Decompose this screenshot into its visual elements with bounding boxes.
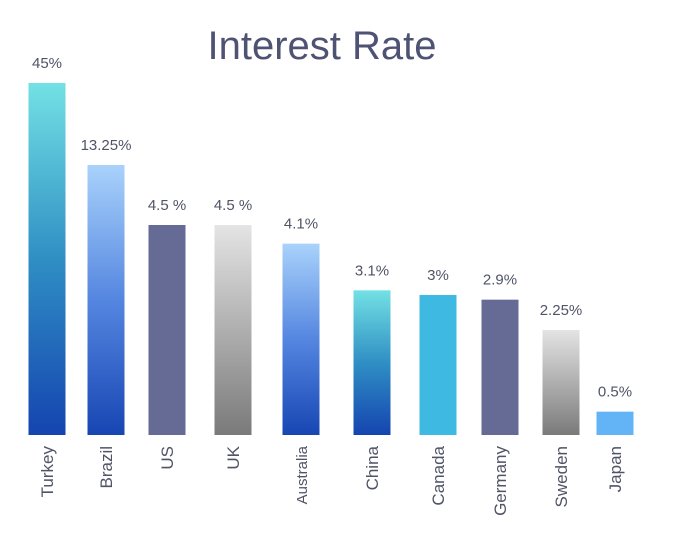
value-labels-group: 45% 13.25% 4.5 % 4.5 % 4.1% 3.1% 3% 2.9% 2.25% 0.… (32, 55, 632, 401)
bar-canada (419, 295, 457, 435)
category-label-uk: UK (224, 445, 243, 469)
bar-japan (596, 411, 634, 435)
value-label-sweden: 2.25% (540, 302, 583, 319)
value-label-us: 4.5 % (148, 197, 186, 214)
category-label-canada: Canada (429, 445, 448, 505)
bar-brazil (87, 165, 125, 435)
bar-china (353, 290, 391, 435)
bar-us (148, 225, 186, 435)
bar-uk (214, 225, 252, 435)
value-label-canada: 3% (427, 267, 449, 284)
category-label-turkey: Turkey (38, 446, 57, 498)
value-label-germany: 2.9% (483, 272, 517, 289)
value-label-china: 3.1% (355, 262, 389, 279)
bar-germany (481, 299, 519, 435)
category-label-germany: Germany (491, 446, 510, 516)
value-label-australia: 4.1% (284, 216, 318, 233)
category-label-china: China (363, 445, 382, 490)
value-label-japan: 0.5% (598, 384, 632, 401)
category-label-japan: Japan (606, 446, 625, 492)
bar-turkey (28, 83, 66, 435)
category-label-australia: Australia (294, 445, 311, 504)
bars-group (28, 83, 634, 435)
value-label-turkey: 45% (32, 55, 62, 72)
value-label-brazil: 13.25% (81, 137, 132, 154)
bar-australia (282, 243, 320, 435)
category-label-us: US (158, 446, 177, 470)
value-label-uk: 4.5 % (214, 197, 252, 214)
category-label-brazil: Brazil (97, 446, 116, 489)
category-labels-group: Turkey Brazil US UK Australia China Canada Germ… (38, 445, 625, 516)
bar-sweden (542, 330, 580, 435)
chart-title: Interest Rate (207, 24, 436, 68)
category-label-sweden: Sweden (552, 446, 571, 507)
